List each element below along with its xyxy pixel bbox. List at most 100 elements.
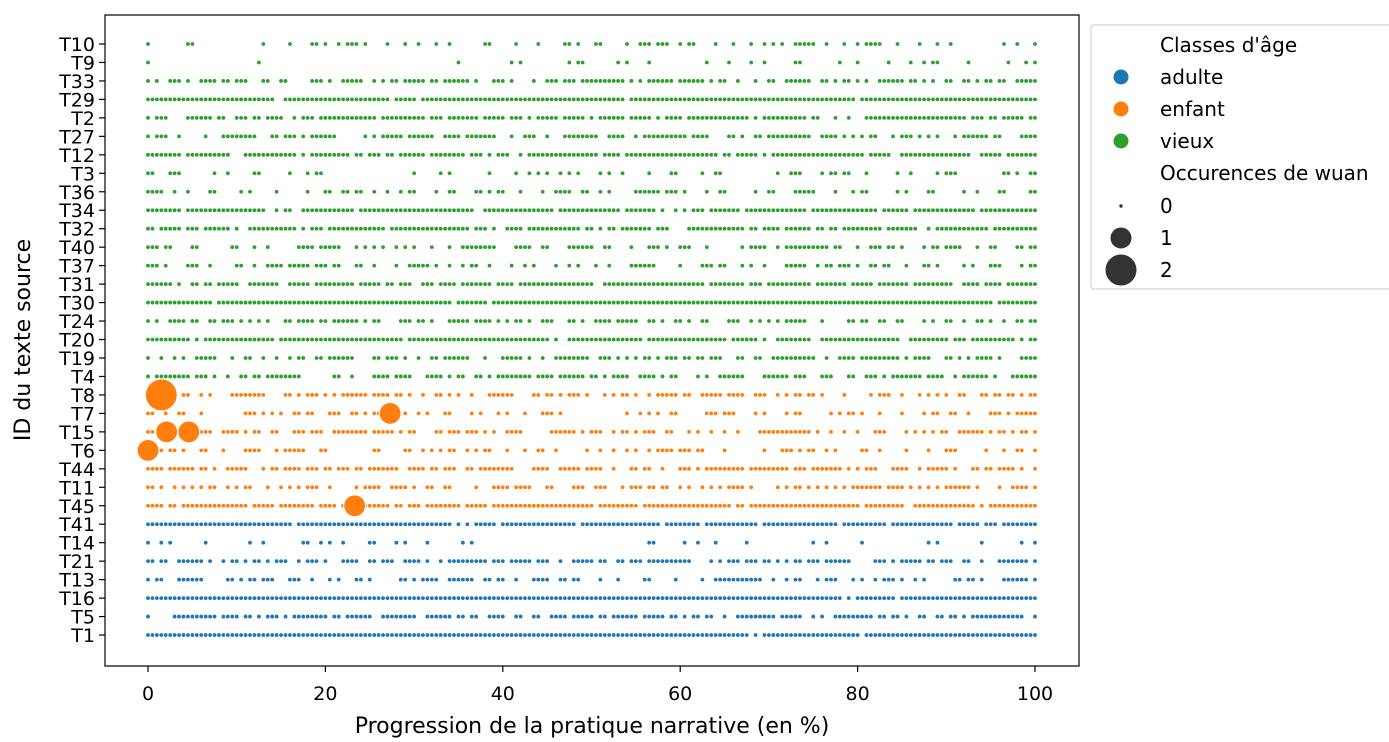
data-point bbox=[296, 263, 302, 269]
data-point bbox=[154, 96, 160, 102]
data-point bbox=[393, 595, 399, 601]
data-point bbox=[486, 447, 492, 453]
data-point bbox=[837, 300, 843, 306]
data-point bbox=[602, 244, 608, 250]
data-point bbox=[309, 503, 315, 509]
data-point bbox=[429, 318, 435, 324]
data-point bbox=[1019, 226, 1025, 232]
data-point bbox=[943, 355, 949, 361]
data-point bbox=[154, 521, 160, 527]
data-point bbox=[801, 632, 807, 638]
data-point bbox=[624, 281, 630, 287]
data-point bbox=[566, 244, 572, 250]
data-point bbox=[464, 466, 470, 472]
data-point bbox=[176, 558, 182, 564]
data-point bbox=[309, 96, 315, 102]
data-point bbox=[952, 484, 958, 490]
data-point bbox=[309, 226, 315, 232]
data-point bbox=[668, 300, 674, 306]
data-point bbox=[757, 300, 763, 306]
data-point bbox=[761, 226, 767, 232]
data-point bbox=[708, 152, 714, 158]
data-point bbox=[473, 244, 479, 250]
data-point bbox=[1028, 133, 1034, 139]
data-point bbox=[438, 614, 444, 620]
data-point bbox=[509, 263, 515, 269]
data-point bbox=[895, 318, 901, 324]
legend-hue-marker bbox=[1112, 68, 1130, 86]
data-point bbox=[535, 558, 541, 564]
data-point bbox=[739, 281, 745, 287]
data-point bbox=[1028, 244, 1034, 250]
data-point bbox=[1014, 78, 1020, 84]
data-point bbox=[779, 521, 785, 527]
data-point bbox=[203, 226, 209, 232]
data-point bbox=[398, 577, 404, 583]
data-point bbox=[633, 484, 639, 490]
data-point bbox=[513, 226, 519, 232]
data-point bbox=[243, 115, 249, 121]
data-point bbox=[407, 337, 413, 343]
data-point bbox=[340, 429, 346, 435]
data-point bbox=[646, 373, 652, 379]
data-point bbox=[974, 373, 980, 379]
data-point bbox=[770, 521, 776, 527]
data-point bbox=[1032, 577, 1038, 583]
data-point bbox=[1019, 466, 1025, 472]
data-point bbox=[265, 484, 271, 490]
data-point bbox=[730, 595, 736, 601]
data-point bbox=[473, 429, 479, 435]
data-point bbox=[416, 78, 422, 84]
data-point bbox=[522, 96, 528, 102]
data-point bbox=[518, 373, 524, 379]
data-point bbox=[748, 226, 754, 232]
data-point bbox=[855, 484, 861, 490]
data-point bbox=[979, 392, 985, 398]
data-point bbox=[784, 614, 790, 620]
data-point bbox=[1032, 373, 1038, 379]
data-point bbox=[886, 632, 892, 638]
data-point bbox=[659, 373, 665, 379]
data-point bbox=[1032, 59, 1038, 65]
data-point bbox=[748, 41, 754, 47]
data-point bbox=[371, 189, 377, 195]
data-point bbox=[997, 189, 1003, 195]
data-point bbox=[376, 207, 382, 213]
data-point bbox=[575, 207, 581, 213]
data-point bbox=[158, 577, 164, 583]
data-point bbox=[384, 503, 390, 509]
data-point bbox=[1019, 207, 1025, 213]
data-point bbox=[593, 263, 599, 269]
data-point bbox=[145, 244, 151, 250]
data-point bbox=[411, 558, 417, 564]
data-point bbox=[699, 226, 705, 232]
data-point bbox=[380, 78, 386, 84]
data-point bbox=[965, 429, 971, 435]
data-point bbox=[757, 281, 763, 287]
data-point bbox=[832, 189, 838, 195]
data-point bbox=[664, 447, 670, 453]
data-point bbox=[531, 595, 537, 601]
data-point bbox=[194, 207, 200, 213]
data-point bbox=[384, 558, 390, 564]
data-point bbox=[486, 614, 492, 620]
data-point bbox=[367, 577, 373, 583]
data-point bbox=[841, 558, 847, 564]
data-point bbox=[588, 207, 594, 213]
data-point bbox=[234, 115, 240, 121]
data-point bbox=[699, 207, 705, 213]
data-point bbox=[571, 558, 577, 564]
data-point bbox=[957, 429, 963, 435]
data-point bbox=[216, 152, 222, 158]
data-point bbox=[584, 355, 590, 361]
data-point bbox=[238, 373, 244, 379]
data-point bbox=[216, 207, 222, 213]
data-point bbox=[770, 96, 776, 102]
data-point bbox=[571, 78, 577, 84]
data-point bbox=[841, 78, 847, 84]
data-point bbox=[229, 300, 235, 306]
data-point bbox=[979, 373, 985, 379]
data-point bbox=[775, 355, 781, 361]
data-point bbox=[185, 632, 191, 638]
data-point bbox=[207, 595, 213, 601]
